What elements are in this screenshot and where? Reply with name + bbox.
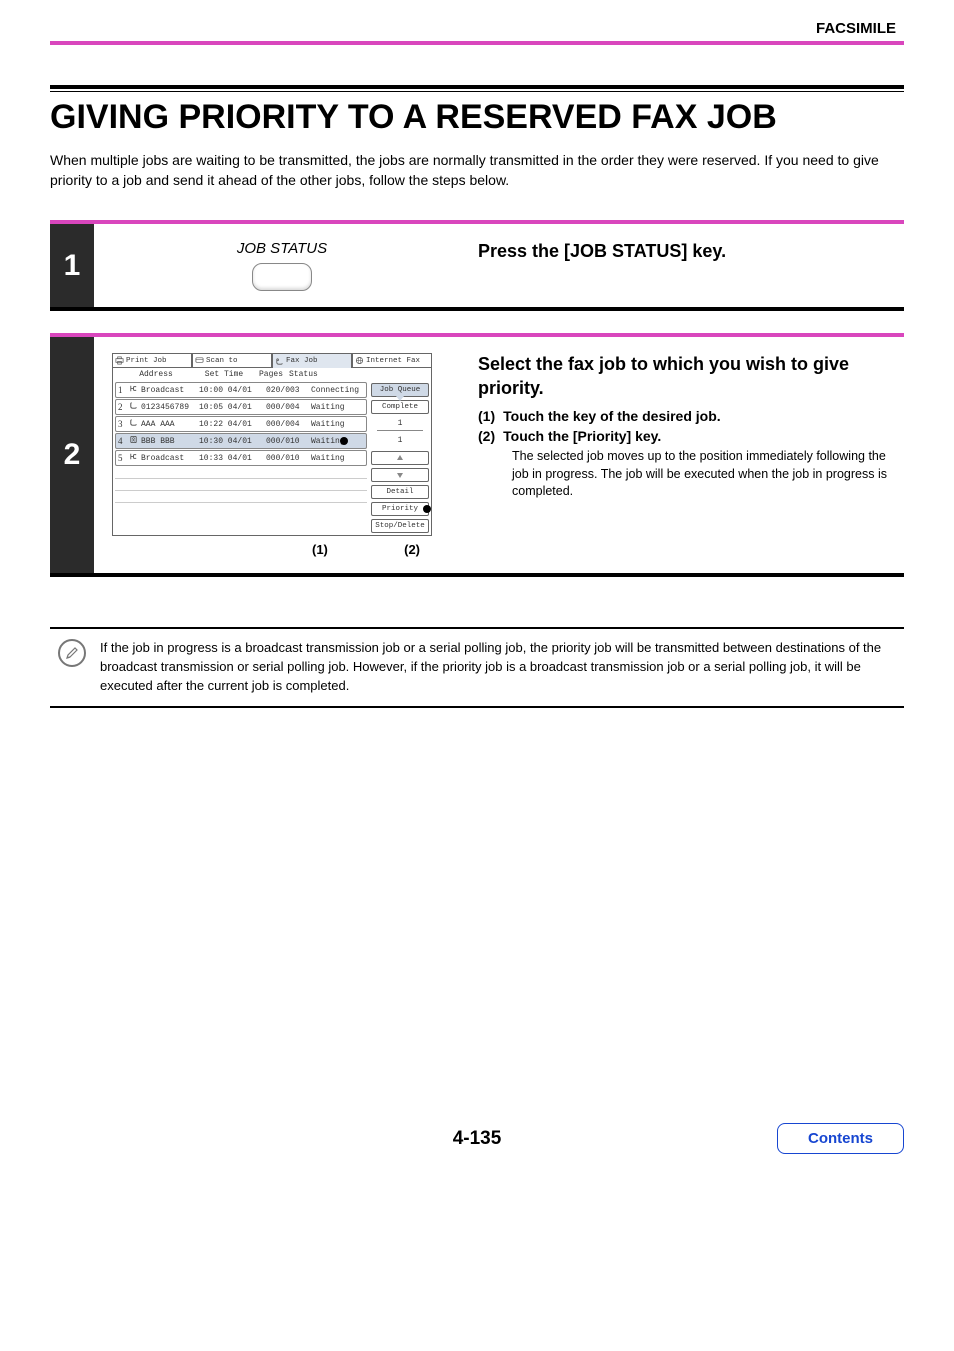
step-number: 2: [50, 337, 94, 573]
broadcast-icon: [129, 452, 138, 464]
row-address: Broadcast: [141, 386, 196, 395]
substep-note: The selected job moves up to the positio…: [512, 448, 892, 501]
substep-number: (2): [478, 428, 495, 444]
step1-heading: Press the [JOB STATUS] key.: [478, 240, 892, 263]
phone-icon: [129, 401, 138, 413]
row-number: 5: [118, 453, 126, 463]
callout-marker: (2): [404, 542, 420, 557]
detail-button[interactable]: Detail: [371, 485, 429, 499]
step-number: 1: [50, 224, 94, 307]
callout-marker: (1): [312, 542, 328, 557]
printer-icon: [115, 356, 124, 365]
broadcast-icon: [129, 384, 138, 396]
tab-label: Internet Fax: [366, 357, 420, 365]
table-row[interactable]: 4 BBB BBB10:30 04/01000/010Waiting: [115, 433, 367, 449]
job-queue-button[interactable]: Job Queue: [371, 383, 429, 397]
globe-icon: [355, 356, 364, 365]
callout-dot-icon: [423, 505, 431, 513]
row-address: AAA AAA: [141, 420, 196, 429]
column-headers: Address Set Time Pages Status: [112, 368, 432, 381]
job-status-screen: Print Job Scan to Fax Job Internet: [112, 353, 432, 536]
tab-scan-to[interactable]: Scan to: [192, 353, 272, 368]
jobstatus-key-label: JOB STATUS: [237, 240, 327, 257]
scroll-down-button[interactable]: [371, 468, 429, 482]
row-status: Connecting: [311, 386, 364, 395]
row-time: 10:30 04/01: [199, 437, 263, 446]
row-time: 10:05 04/01: [199, 403, 263, 412]
section-label: FACSIMILE: [50, 20, 904, 37]
tab-print-job[interactable]: Print Job: [112, 353, 192, 368]
table-row[interactable]: 2 012345678910:05 04/01000/004Waiting: [115, 399, 367, 415]
row-pages: 000/004: [266, 420, 308, 429]
priority-button[interactable]: Priority: [371, 502, 429, 516]
tab-internet-fax[interactable]: Internet Fax: [352, 353, 432, 368]
tab-label: Fax Job: [286, 357, 318, 365]
row-number: 2: [118, 402, 126, 412]
arrow-up-icon: [396, 454, 404, 462]
substep-number: (1): [478, 408, 495, 424]
row-address: BBB BBB: [141, 437, 196, 446]
table-row[interactable]: 3 AAA AAA10:22 04/01000/004Waiting: [115, 416, 367, 432]
row-address: 0123456789: [141, 403, 196, 412]
fax-icon: [275, 357, 284, 366]
step2-heading: Select the fax job to which you wish to …: [478, 353, 892, 400]
pager: 1: [371, 436, 429, 445]
note-text: If the job in progress is a broadcast tr…: [100, 639, 896, 696]
tab-fax-job[interactable]: Fax Job: [272, 353, 352, 368]
row-time: 10:33 04/01: [199, 454, 263, 463]
stop-delete-button[interactable]: Stop/Delete: [371, 519, 429, 533]
intro-text: When multiple jobs are waiting to be tra…: [50, 151, 904, 190]
row-pages: 000/010: [266, 454, 308, 463]
complete-button[interactable]: Complete: [371, 400, 429, 414]
row-number: 3: [118, 419, 126, 429]
row-time: 10:00 04/01: [199, 386, 263, 395]
row-pages: 000/010: [266, 437, 308, 446]
substep-text: Touch the [Priority] key.: [503, 428, 661, 444]
note-pencil-icon: [58, 639, 86, 667]
row-status: Waiting: [311, 437, 364, 446]
row-time: 10:22 04/01: [199, 420, 263, 429]
row-number: 4: [118, 436, 126, 446]
page-number: 4-135: [453, 1128, 502, 1150]
contents-button[interactable]: Contents: [777, 1123, 904, 1154]
page-title: GIVING PRIORITY TO A RESERVED FAX JOB: [50, 98, 904, 137]
row-status: Waiting: [311, 454, 364, 463]
row-status: Waiting: [311, 403, 364, 412]
row-pages: 000/004: [266, 403, 308, 412]
phone-icon: [129, 418, 138, 430]
row-pages: 020/003: [266, 386, 308, 395]
arrow-down-icon: [396, 471, 404, 479]
table-row[interactable]: 5 Broadcast10:33 04/01000/010Waiting: [115, 450, 367, 466]
tab-label: Print Job: [126, 357, 167, 365]
tab-label: Scan to: [206, 357, 238, 365]
callout-dot-icon: [340, 437, 348, 445]
row-address: Broadcast: [141, 454, 196, 463]
scroll-up-button[interactable]: [371, 451, 429, 465]
jobstatus-key-icon: [252, 263, 312, 291]
scanner-icon: [195, 356, 204, 365]
table-row[interactable]: 1 Broadcast10:00 04/01020/003Connecting: [115, 382, 367, 398]
phonebook-icon: [129, 435, 138, 447]
row-number: 1: [118, 385, 126, 395]
row-status: Waiting: [311, 420, 364, 429]
substep-text: Touch the key of the desired job.: [503, 408, 721, 424]
